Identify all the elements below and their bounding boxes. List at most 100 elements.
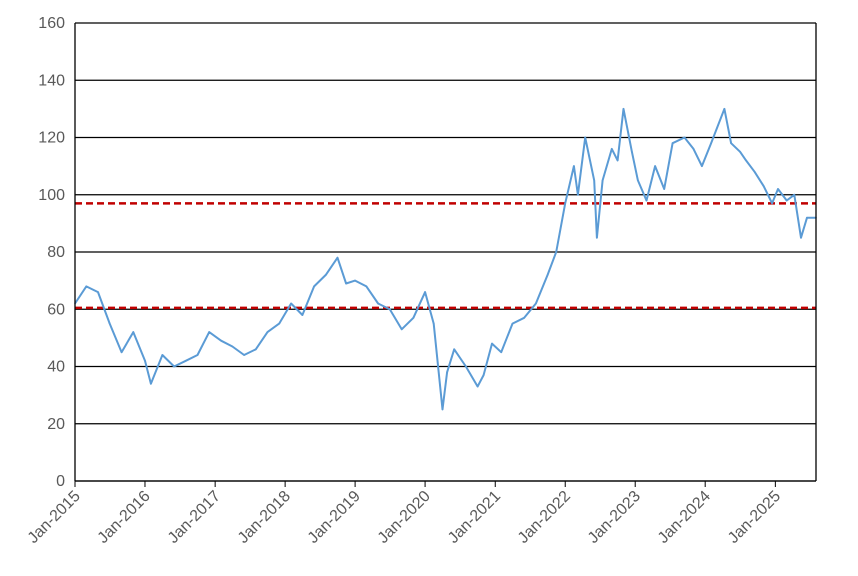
data-point	[800, 236, 802, 239]
axes	[74, 23, 817, 487]
data-point	[476, 385, 479, 388]
data-point	[491, 342, 493, 345]
data-point	[446, 371, 448, 374]
data-point	[793, 194, 796, 196]
data-point	[108, 322, 111, 325]
data-point	[564, 202, 566, 205]
data-point	[701, 165, 703, 167]
data-point	[671, 142, 674, 144]
data-point	[185, 360, 187, 362]
data-point	[622, 108, 625, 110]
data-point	[723, 108, 726, 110]
x-tick-label: Jan-2024	[655, 488, 714, 547]
x-tick-label: Jan-2022	[515, 488, 574, 547]
data-point	[637, 179, 639, 182]
x-tick-labels: Jan-2015 Jan-2016 Jan-2017 Jan-2018 Jan-2019…	[25, 488, 785, 547]
data-point	[645, 199, 648, 202]
data-point	[132, 331, 135, 333]
data-point	[771, 202, 773, 205]
data-point	[683, 136, 686, 139]
gridlines	[75, 22, 816, 482]
data-point	[220, 339, 222, 342]
data-point	[806, 216, 808, 219]
data-point	[692, 148, 695, 150]
data-point	[465, 365, 467, 368]
reference-lines	[75, 202, 816, 310]
y-tick-label: 40	[47, 359, 65, 376]
data-point	[611, 148, 613, 150]
x-tick-label: Jan-2016	[95, 488, 154, 547]
data-point	[325, 274, 327, 276]
x-tick-label: Jan-2015	[25, 488, 84, 547]
data-point	[584, 136, 586, 139]
series-group	[74, 107, 817, 411]
data-point	[573, 165, 575, 167]
data-point	[577, 194, 579, 196]
data-point	[120, 351, 123, 354]
data-point	[208, 331, 210, 333]
y-tick-label: 100	[38, 187, 65, 204]
data-point	[500, 351, 503, 354]
data-point	[777, 188, 779, 190]
series-line-0	[74, 107, 816, 411]
data-point	[745, 159, 747, 162]
data-point	[266, 331, 269, 333]
x-tick-label: Jan-2021	[445, 488, 504, 547]
x-tick-label: Jan-2017	[165, 488, 224, 547]
data-point	[196, 354, 199, 356]
data-point	[616, 159, 619, 162]
data-point	[231, 345, 234, 348]
data-point	[511, 322, 514, 325]
data-point	[432, 322, 435, 325]
data-point	[631, 151, 633, 153]
data-point	[173, 365, 175, 368]
x-tick-label: Jan-2020	[375, 488, 434, 547]
data-point	[150, 382, 152, 385]
x-tick-label: Jan-2018	[235, 488, 294, 547]
data-point	[389, 308, 391, 311]
data-point	[424, 291, 426, 293]
data-point	[762, 185, 765, 187]
data-point	[596, 236, 598, 239]
x-tick-label: Jan-2023	[585, 488, 644, 547]
data-point	[336, 256, 339, 259]
y-tick-label: 140	[38, 72, 65, 89]
y-tick-label: 60	[47, 301, 65, 318]
data-point	[453, 348, 456, 351]
data-point	[255, 348, 257, 351]
y-tick-label: 0	[56, 473, 65, 490]
data-point	[243, 354, 245, 356]
data-point	[663, 188, 665, 190]
data-point	[161, 354, 164, 356]
data-point	[654, 165, 656, 167]
data-point	[365, 285, 368, 288]
data-point	[354, 279, 356, 282]
x-tick-label: Jan-2019	[305, 488, 364, 547]
data-point	[377, 302, 379, 305]
y-tick-label: 120	[38, 130, 65, 147]
data-point	[785, 199, 788, 202]
y-tick-label: 20	[47, 416, 65, 433]
data-point	[301, 314, 304, 316]
y-tick-label: 80	[47, 244, 65, 261]
data-point	[601, 179, 604, 182]
data-point	[85, 285, 88, 288]
data-point	[278, 322, 281, 325]
data-point	[546, 274, 549, 276]
data-point	[441, 408, 444, 411]
data-point	[412, 317, 415, 319]
data-point	[710, 142, 712, 144]
data-point	[144, 360, 146, 362]
data-point	[523, 317, 525, 319]
data-point	[753, 171, 756, 173]
data-point	[535, 302, 537, 305]
data-point	[400, 328, 403, 331]
y-tick-label: 160	[38, 15, 65, 32]
data-point	[290, 302, 292, 305]
data-point	[730, 142, 732, 144]
data-point	[345, 282, 347, 285]
data-point	[313, 285, 315, 288]
y-tick-labels: 0 20 40 60 80 100 120 140 160	[38, 15, 65, 490]
data-point	[482, 374, 485, 376]
